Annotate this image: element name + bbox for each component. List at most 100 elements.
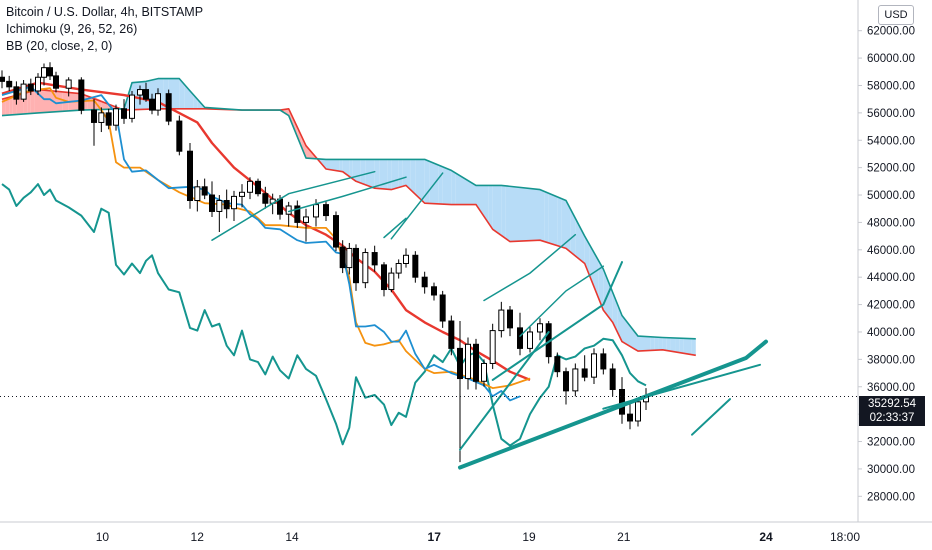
- candle-up: [403, 254, 409, 265]
- candle-up: [313, 204, 319, 218]
- cloud-segment: [346, 159, 350, 177]
- candle-down: [91, 109, 97, 123]
- y-tick-label: 48000.00: [867, 217, 915, 229]
- candle-down: [262, 193, 269, 204]
- currency-badge[interactable]: USD: [878, 5, 914, 25]
- y-tick-label: 44000.00: [867, 272, 915, 284]
- tenkan-line: [1, 85, 521, 402]
- candle-down: [517, 327, 523, 349]
- trendline: [211, 170, 376, 241]
- cloud-segment: [306, 145, 311, 159]
- cloud-segment: [342, 159, 346, 175]
- cloud-segment: [434, 163, 439, 204]
- cloud-segment: [603, 268, 608, 317]
- x-tick-label: 24: [759, 530, 773, 544]
- cloud-segment: [553, 195, 558, 246]
- cloud-segment: [379, 159, 384, 189]
- candle-down: [143, 89, 149, 100]
- candle-down: [294, 205, 301, 223]
- cloud-segment: [44, 90, 47, 113]
- cloud-segment: [174, 78, 180, 109]
- cloud-segment: [497, 185, 502, 236]
- cloud-segment: [336, 159, 340, 172]
- last-price-tag: 35292.54 02:33:37: [859, 396, 925, 426]
- cloud-segment: [575, 218, 580, 260]
- cloud-segment: [476, 185, 480, 211]
- cloud-segment: [662, 337, 667, 351]
- cloud-segment: [184, 84, 190, 109]
- trendline: [519, 265, 605, 337]
- candle-down: [223, 200, 230, 210]
- candle-down: [448, 320, 455, 349]
- cloud-segment: [630, 325, 634, 349]
- cloud-segment: [406, 159, 411, 190]
- cloud-segment: [297, 127, 302, 148]
- cloud-segment: [642, 336, 646, 351]
- candle-down: [149, 98, 155, 111]
- candle-down: [187, 150, 193, 202]
- candle-down: [6, 80, 13, 88]
- cloud-segment: [658, 337, 663, 351]
- x-tick-label: 10: [96, 530, 110, 544]
- y-tick-label: 50000.00: [867, 190, 915, 202]
- cloud-segment: [626, 320, 630, 347]
- cloud-segment: [429, 161, 434, 204]
- candle-down: [165, 93, 172, 122]
- candle-up: [303, 216, 309, 223]
- cloud-segment: [2, 98, 6, 116]
- candle-down: [333, 215, 339, 248]
- cloud-segment: [492, 185, 497, 233]
- x-tick-label: 14: [285, 530, 299, 544]
- last-price-value: 35292.54: [868, 398, 916, 410]
- y-tick-label: 58000.00: [867, 80, 915, 92]
- candle-up: [395, 263, 402, 274]
- candle-up: [489, 330, 496, 364]
- bar-countdown: 02:33:37: [869, 412, 915, 424]
- candle-up: [231, 195, 237, 210]
- candle-up: [155, 93, 161, 111]
- candle-down: [421, 276, 428, 288]
- symbol-title[interactable]: Bitcoin / U.S. Dollar, 4h, BITSTAMP: [6, 5, 204, 19]
- cloud-segment: [670, 337, 676, 352]
- trendline: [390, 172, 444, 240]
- bb-legend[interactable]: BB (20, close, 2, 0): [6, 39, 113, 53]
- candle-down: [105, 112, 112, 126]
- candle-up: [216, 200, 223, 212]
- cloud-segment: [510, 186, 515, 242]
- y-tick-label: 42000.00: [867, 300, 915, 312]
- cloud-segment: [391, 159, 395, 190]
- candle-down: [353, 247, 359, 284]
- candle-up: [35, 76, 41, 92]
- cloud-segment: [140, 81, 143, 110]
- candle-down: [176, 120, 183, 152]
- cloud-segment: [41, 89, 44, 113]
- cloud-segment: [442, 166, 447, 205]
- ichimoku-legend[interactable]: Ichimoku (9, 26, 52, 26): [6, 22, 138, 36]
- candle-up: [635, 401, 641, 422]
- candle-up: [247, 180, 253, 193]
- y-tick-label: 54000.00: [867, 135, 915, 147]
- cloud-segment: [525, 188, 530, 241]
- cloud-segment: [50, 91, 53, 112]
- candle-up: [537, 323, 543, 333]
- cloud-segment: [47, 90, 50, 113]
- candle-down: [371, 252, 378, 266]
- cloud-segment: [284, 108, 289, 116]
- cloud-segment: [349, 159, 353, 179]
- candle-up: [572, 368, 579, 392]
- y-tick-label: 28000.00: [867, 491, 915, 503]
- candle-up: [41, 67, 47, 78]
- x-tick-label: 17: [428, 530, 442, 544]
- candle-down: [47, 67, 53, 77]
- cloud-segment: [339, 159, 343, 172]
- cloud-segment: [438, 164, 443, 205]
- cloud-segment: [650, 336, 655, 351]
- cloud-segment: [190, 90, 194, 109]
- cloud-segment: [374, 159, 380, 189]
- cloud-segment: [410, 159, 416, 195]
- y-tick-label: 30000.00: [867, 464, 915, 476]
- cloud-segment: [360, 159, 366, 185]
- cloud-segment: [594, 252, 599, 299]
- y-tick-label: 40000.00: [867, 327, 915, 339]
